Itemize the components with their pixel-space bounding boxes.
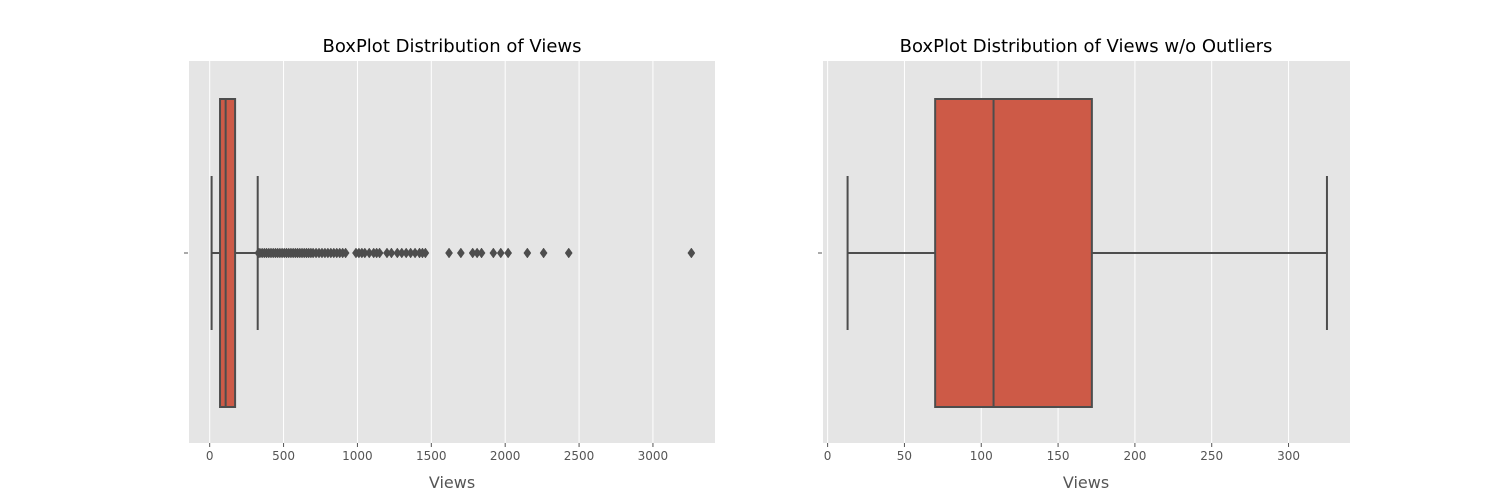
x-axis-label: Views [429, 473, 475, 492]
x-tick-label: 250 [1200, 449, 1223, 463]
outlier-point [477, 247, 486, 259]
iqr-box [219, 98, 237, 408]
outlier-point [456, 247, 465, 259]
outlier-point [539, 247, 548, 259]
x-tick-label: 0 [824, 449, 832, 463]
outlier-point [504, 247, 513, 259]
chart-views-distribution-no-outliers: 0 50 100 150 200 250 300 BoxPlot Distribution … [818, 36, 1350, 492]
outlier-point [496, 247, 505, 259]
iqr-box [934, 98, 1093, 408]
x-tick-label: 3000 [638, 449, 669, 463]
chart-title: BoxPlot Distribution of Views w/o Outlie… [900, 36, 1273, 57]
x-tick-label: 100 [970, 449, 993, 463]
x-tick-label: 500 [272, 449, 295, 463]
outlier-point [375, 247, 384, 259]
x-axis-ticks: 0 50 100 150 200 250 300 [818, 252, 1300, 463]
x-axis-label: Views [1063, 473, 1109, 492]
outlier-point [387, 247, 396, 259]
x-tick-label: 150 [1047, 449, 1070, 463]
chart-title: BoxPlot Distribution of Views [322, 36, 581, 57]
outlier-point [421, 247, 430, 259]
outlier-point [523, 247, 532, 259]
outlier-points [254, 247, 696, 259]
x-tick-label: 1500 [416, 449, 447, 463]
x-tick-label: 2000 [490, 449, 521, 463]
boxplot [846, 98, 1328, 408]
x-tick-label: 0 [206, 449, 214, 463]
chart-views-distribution: 0 500 1000 1500 2000 2500 3000 BoxPlot Distrib… [184, 36, 715, 492]
x-tick-label: 2500 [564, 449, 595, 463]
outlier-point [445, 247, 453, 259]
x-tick-label: 200 [1123, 449, 1146, 463]
outlier-point [564, 247, 573, 259]
x-tick-label: 1000 [342, 449, 373, 463]
x-tick-label: 300 [1277, 449, 1300, 463]
outlier-point [341, 247, 350, 259]
x-axis-ticks: 0 500 1000 1500 2000 2500 3000 [184, 252, 669, 463]
outlier-point [687, 247, 696, 259]
outlier-point [489, 247, 498, 259]
x-tick-label: 50 [897, 449, 912, 463]
